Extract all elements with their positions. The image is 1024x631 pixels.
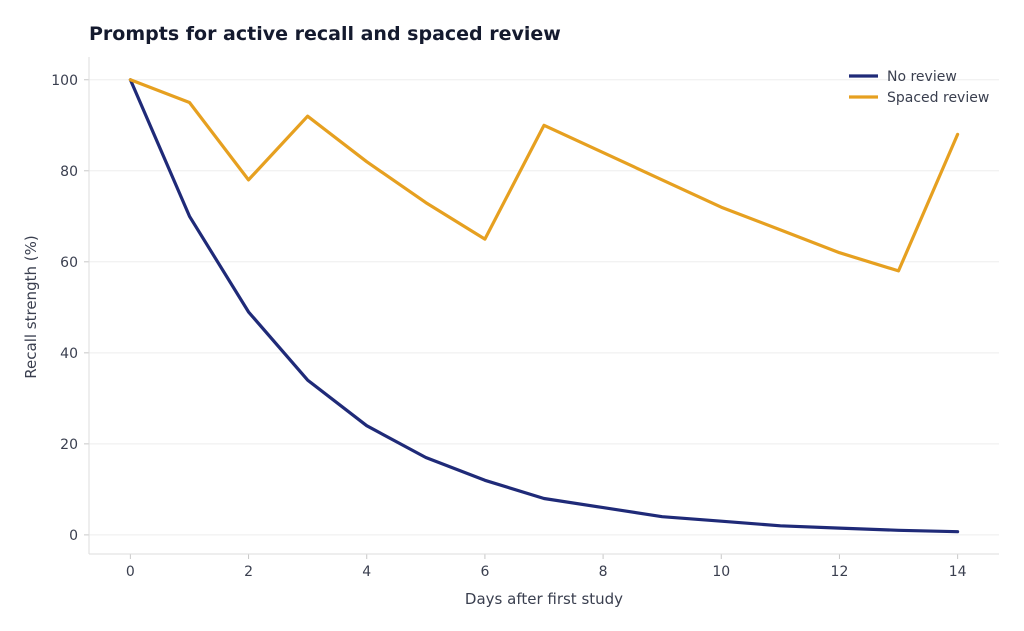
chart-title: Prompts for active recall and spaced rev… xyxy=(89,23,561,45)
y-tick-label: 60 xyxy=(60,255,78,271)
x-tick-label: 6 xyxy=(480,564,489,580)
x-tick-label: 12 xyxy=(831,564,849,580)
y-tick-label: 20 xyxy=(60,437,78,453)
x-tick-label: 0 xyxy=(126,564,135,580)
series-line-2 xyxy=(128,78,960,273)
series-group xyxy=(128,78,960,534)
y-axis-label: Recall strength (%) xyxy=(22,235,40,378)
x-tick-label: 4 xyxy=(362,564,371,580)
x-tick-label: 10 xyxy=(712,564,730,580)
legend-label: Spaced review xyxy=(887,90,989,106)
y-tick-label: 100 xyxy=(51,73,78,89)
legend: No review Spaced review xyxy=(849,69,989,106)
axes: 0 20 40 60 80 100 0 2 4 6 8 10 12 14 xyxy=(51,57,999,580)
y-tick-label: 80 xyxy=(60,164,78,180)
y-tick-label: 0 xyxy=(69,528,78,544)
x-tick-label: 14 xyxy=(949,564,967,580)
x-tick-label: 8 xyxy=(599,564,608,580)
y-tick-label: 40 xyxy=(60,346,78,362)
legend-label: No review xyxy=(887,69,957,85)
series-line-1 xyxy=(128,78,960,534)
x-tick-label: 2 xyxy=(244,564,253,580)
x-axis-label: Days after first study xyxy=(465,590,623,608)
